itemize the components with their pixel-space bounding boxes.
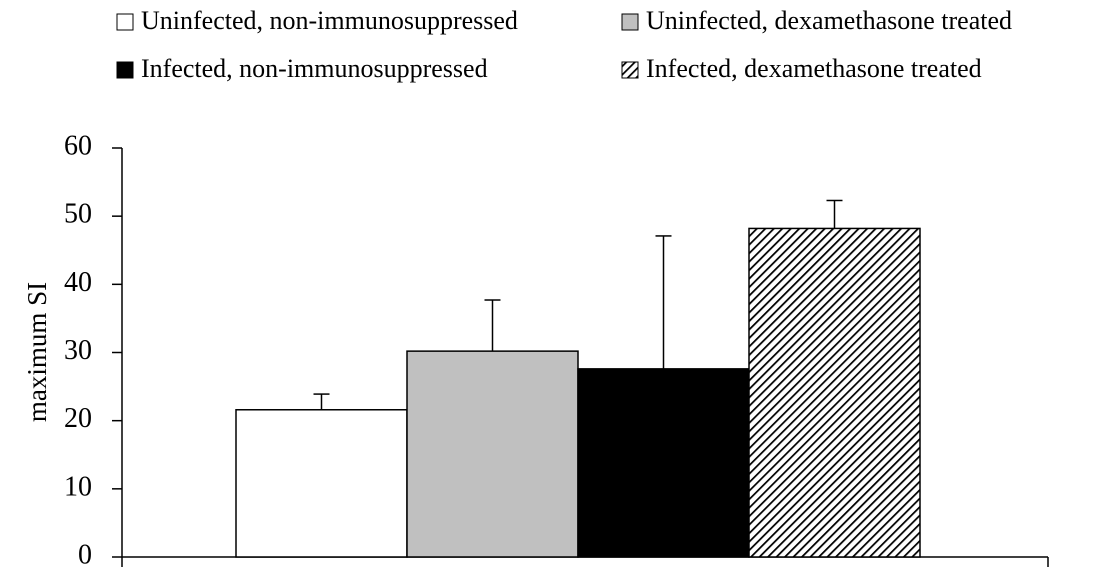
bar [406,350,579,558]
legend-swatch [116,61,134,79]
legend-label: Uninfected, non-immunosuppressed [141,6,518,35]
legend-label: Infected, non-immunosuppressed [141,54,488,83]
legend-swatch [621,13,639,31]
bar [577,368,750,558]
legend-swatch [621,61,639,79]
y-tick-label: 30 [64,335,92,366]
y-tick-label: 20 [64,403,92,434]
y-tick-label: 60 [64,130,92,161]
y-tick-label: 0 [78,539,92,570]
y-tick-label: 10 [64,471,92,502]
legend-label: Infected, dexamethasone treated [646,54,982,83]
y-tick-label: 50 [64,199,92,230]
legend-swatch [116,13,134,31]
legend-label: Uninfected, dexamethasone treated [646,6,1012,35]
bar [235,409,408,558]
bar [748,227,921,558]
y-tick-label: 40 [64,267,92,298]
y-axis-label: maximum SI [22,282,52,422]
